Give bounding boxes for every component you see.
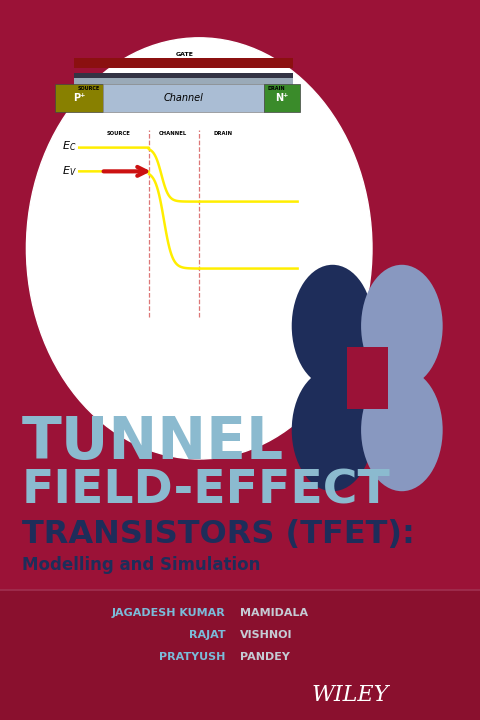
Text: MAMIDALA: MAMIDALA xyxy=(240,608,308,618)
Text: DRAIN: DRAIN xyxy=(214,131,233,135)
Text: $E_C$: $E_C$ xyxy=(62,139,77,153)
Text: SOURCE: SOURCE xyxy=(107,131,131,135)
Text: PRATYUSH: PRATYUSH xyxy=(159,652,226,662)
Text: VISHNOI: VISHNOI xyxy=(240,630,292,640)
Bar xyxy=(74,78,293,85)
Text: RAJAT: RAJAT xyxy=(189,630,226,640)
Circle shape xyxy=(361,265,443,387)
Bar xyxy=(55,84,103,112)
Text: FIELD-EFFECT: FIELD-EFFECT xyxy=(22,469,390,513)
Text: Modelling and Simulation: Modelling and Simulation xyxy=(22,556,260,575)
Circle shape xyxy=(352,355,383,401)
Bar xyxy=(103,84,264,112)
Text: P⁺: P⁺ xyxy=(73,93,85,103)
Text: Channel: Channel xyxy=(163,93,204,103)
Text: DRAIN: DRAIN xyxy=(267,86,285,91)
Bar xyxy=(74,58,293,68)
Text: $E_V$: $E_V$ xyxy=(62,163,77,178)
Text: CHANNEL: CHANNEL xyxy=(159,131,187,135)
Text: JAGADESH KUMAR: JAGADESH KUMAR xyxy=(112,608,226,618)
Text: GATE: GATE xyxy=(176,52,194,56)
Text: N⁺: N⁺ xyxy=(275,93,288,103)
Bar xyxy=(347,348,388,409)
Circle shape xyxy=(361,369,443,491)
Text: PANDEY: PANDEY xyxy=(240,652,290,662)
Circle shape xyxy=(292,265,373,387)
Bar xyxy=(0,590,480,720)
Text: TRANSISTORS (TFET):: TRANSISTORS (TFET): xyxy=(22,519,414,551)
Bar xyxy=(74,73,293,79)
Text: WILEY: WILEY xyxy=(312,684,389,706)
Text: SOURCE: SOURCE xyxy=(78,86,100,91)
Circle shape xyxy=(292,369,373,491)
Text: TUNNEL: TUNNEL xyxy=(22,414,284,472)
Bar xyxy=(264,84,300,112)
Ellipse shape xyxy=(26,37,372,459)
